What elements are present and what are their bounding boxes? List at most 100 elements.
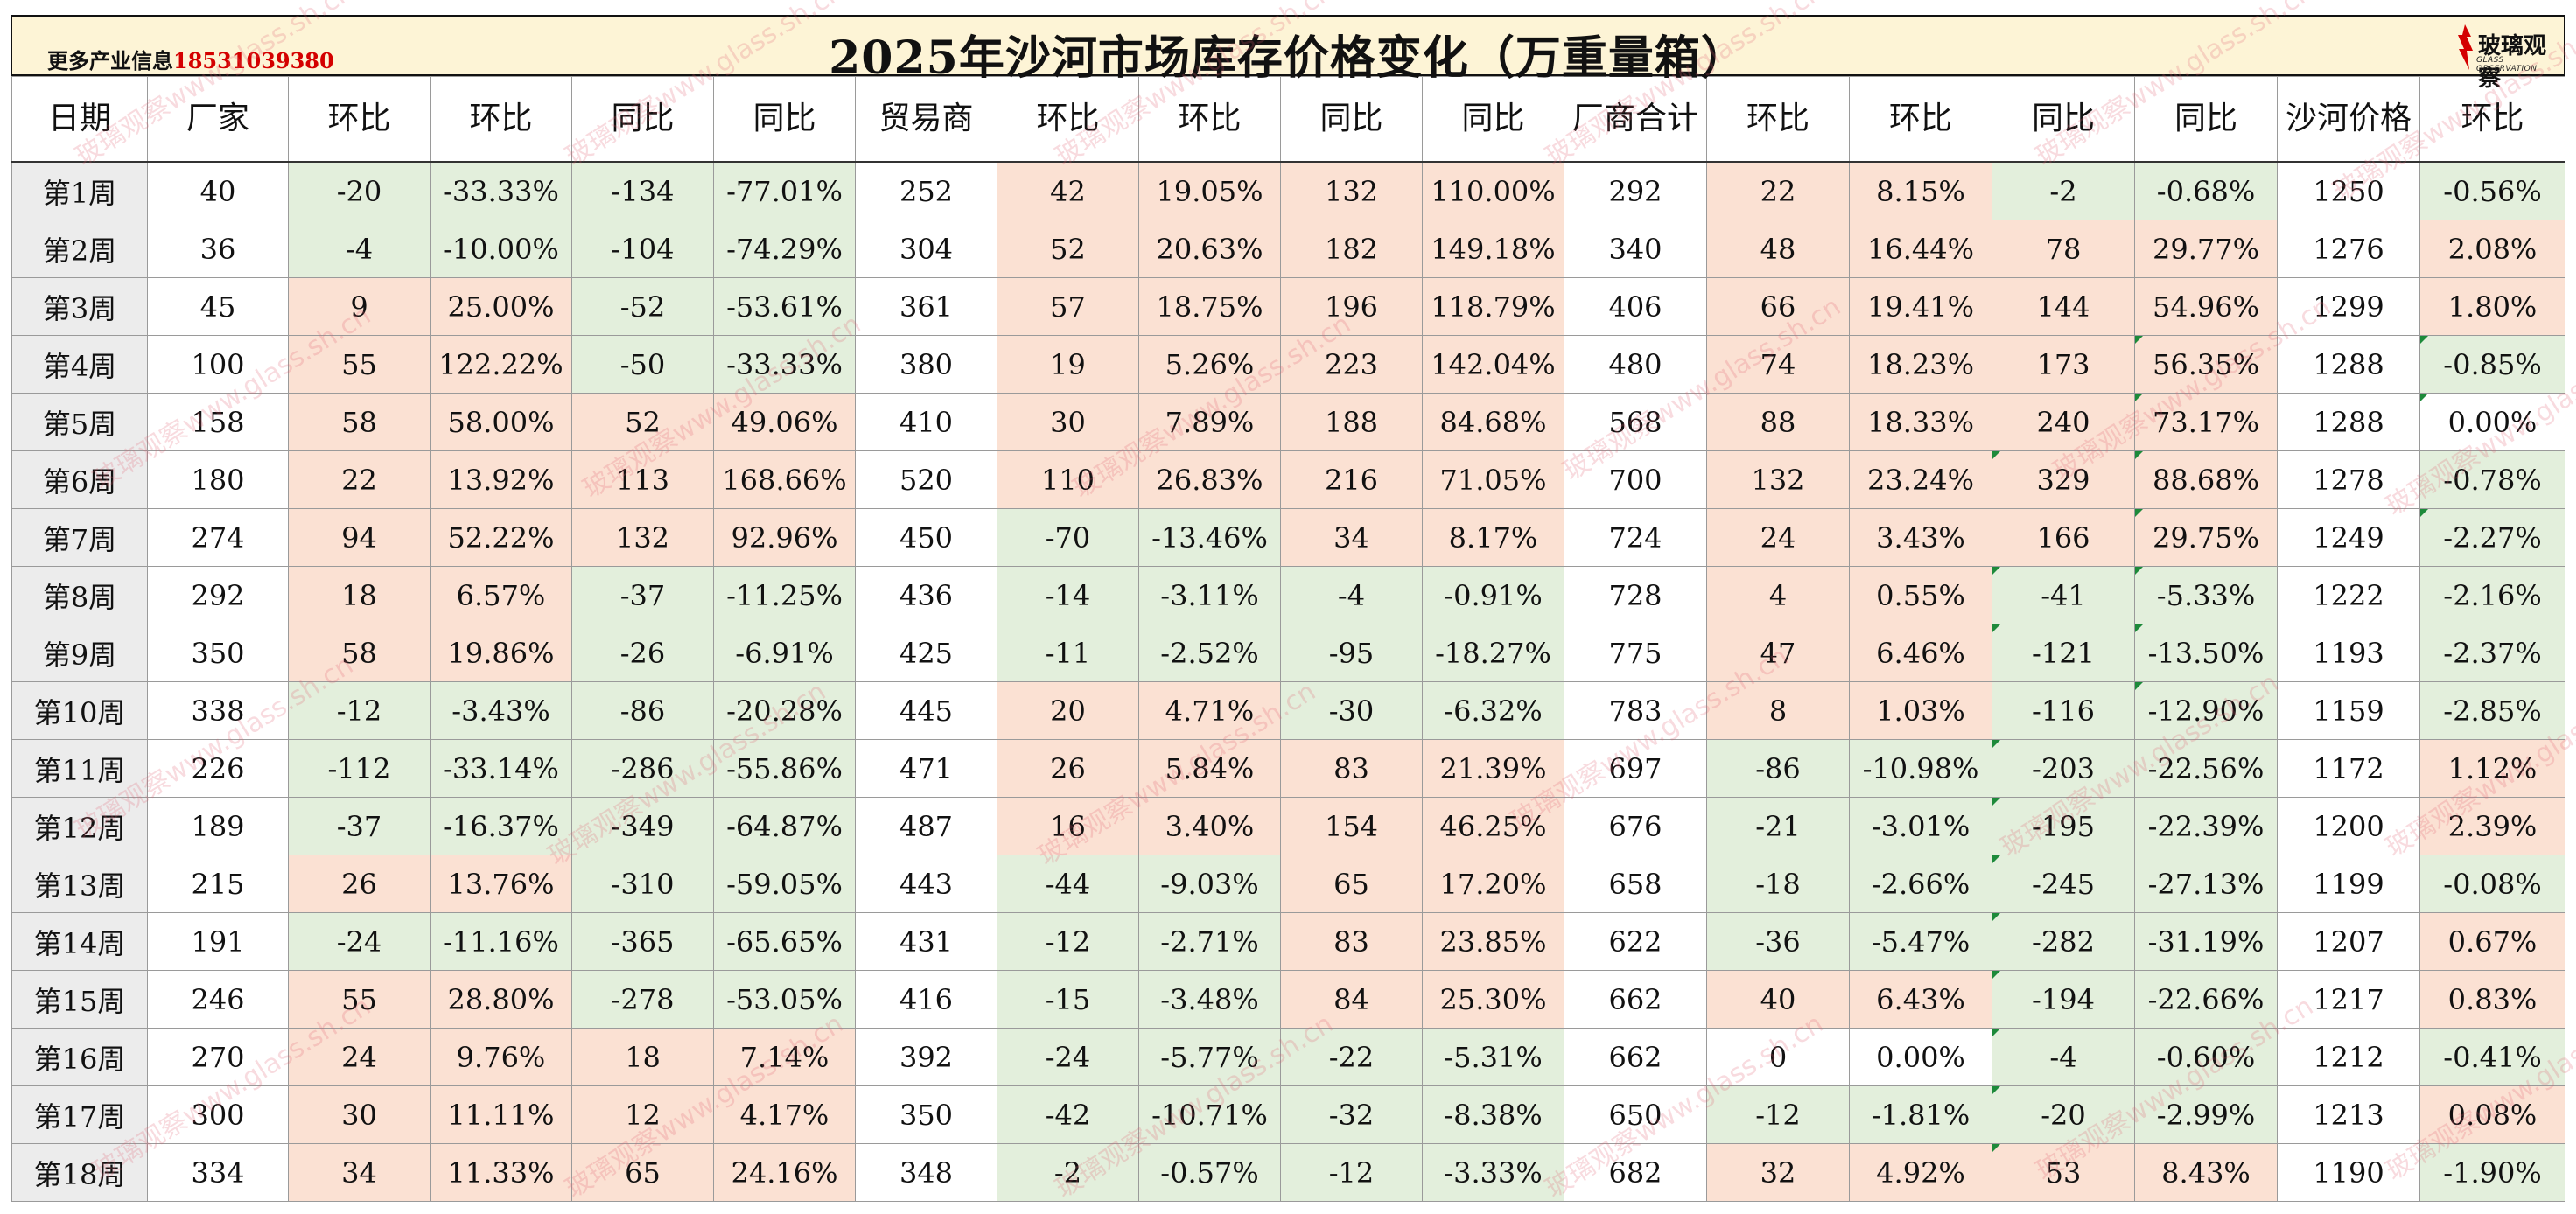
table-row: 第14周 191 -24 -11.16% -365 -65.65% 431 -12 -2.71%… xyxy=(11,912,2565,971)
value-cell: 1212 xyxy=(2277,1028,2420,1086)
value-cell: 36 xyxy=(147,220,289,278)
value-cell: 21.39% xyxy=(1422,739,1564,798)
value-cell: -13.46% xyxy=(1138,508,1281,567)
value-cell: 78 xyxy=(1992,220,2135,278)
value-cell: -64.87% xyxy=(713,797,856,855)
value-cell: 188 xyxy=(1280,393,1423,451)
value-cell: 1249 xyxy=(2277,508,2420,567)
value-cell: 83 xyxy=(1280,739,1423,798)
value-cell: -2.16% xyxy=(2419,566,2565,624)
value-cell: 380 xyxy=(855,335,998,394)
value-cell: 1159 xyxy=(2277,681,2420,740)
value-cell: 520 xyxy=(855,450,998,509)
value-cell: -18.27% xyxy=(1422,624,1564,682)
value-cell: -36 xyxy=(1706,912,1850,971)
value-cell: 1213 xyxy=(2277,1085,2420,1144)
value-cell: -12 xyxy=(997,912,1139,971)
value-cell: 122.22% xyxy=(430,335,572,394)
value-cell: 292 xyxy=(147,566,289,624)
value-cell: 682 xyxy=(1564,1143,1707,1202)
logo-text: 玻璃观察 xyxy=(2478,33,2547,92)
value-cell: -22.66% xyxy=(2134,970,2278,1029)
value-cell: 1.80% xyxy=(2419,277,2565,336)
value-cell: 1200 xyxy=(2277,797,2420,855)
value-cell: 1288 xyxy=(2277,393,2420,451)
value-cell: 662 xyxy=(1564,1028,1707,1086)
value-cell: 40 xyxy=(1706,970,1850,1029)
week-cell: 第2周 xyxy=(11,220,148,278)
value-cell: 6.43% xyxy=(1849,970,1992,1029)
value-cell: -52 xyxy=(571,277,714,336)
week-cell: 第17周 xyxy=(11,1085,148,1144)
week-cell: 第16周 xyxy=(11,1028,148,1086)
table-row: 第7周 274 94 52.22% 132 92.96% 450 -70 -13.46% 34 8.… xyxy=(11,508,2565,567)
value-cell: 7.89% xyxy=(1138,393,1281,451)
value-cell: 431 xyxy=(855,912,998,971)
value-cell: -14 xyxy=(997,566,1139,624)
value-cell: 11.11% xyxy=(430,1085,572,1144)
value-cell: 84 xyxy=(1280,970,1423,1029)
value-cell: 25.30% xyxy=(1422,970,1564,1029)
value-cell: 55 xyxy=(288,335,430,394)
column-header: 同比 xyxy=(1422,76,1564,163)
value-cell: 338 xyxy=(147,681,289,740)
value-cell: -11 xyxy=(997,624,1139,682)
value-cell: 189 xyxy=(147,797,289,855)
column-header: 环比 xyxy=(430,76,572,163)
week-cell: 第3周 xyxy=(11,277,148,336)
value-cell: -286 xyxy=(571,739,714,798)
value-cell: 20.63% xyxy=(1138,220,1281,278)
value-cell: -0.68% xyxy=(2134,161,2278,220)
value-cell: -9.03% xyxy=(1138,855,1281,913)
value-cell: 40 xyxy=(147,161,289,220)
week-cell: 第14周 xyxy=(11,912,148,971)
value-cell: -33.33% xyxy=(713,335,856,394)
value-cell: 700 xyxy=(1564,450,1707,509)
value-cell: 65 xyxy=(571,1143,714,1202)
value-cell: 1278 xyxy=(2277,450,2420,509)
value-cell: -0.57% xyxy=(1138,1143,1281,1202)
value-cell: -3.43% xyxy=(430,681,572,740)
value-cell: -13.50% xyxy=(2134,624,2278,682)
value-cell: 443 xyxy=(855,855,998,913)
value-cell: 32 xyxy=(1706,1143,1850,1202)
value-cell: 8.17% xyxy=(1422,508,1564,567)
value-cell: 4.92% xyxy=(1849,1143,1992,1202)
value-cell: 13.92% xyxy=(430,450,572,509)
value-cell: 0.00% xyxy=(1849,1028,1992,1086)
title-bar: 更多产业信息18531039380 2025年沙河市场库存价格变化（万重量箱） … xyxy=(11,15,2565,92)
value-cell: -30 xyxy=(1280,681,1423,740)
value-cell: -33.33% xyxy=(430,161,572,220)
value-cell: 350 xyxy=(147,624,289,682)
value-cell: 88.68% xyxy=(2134,450,2278,509)
value-cell: 46.25% xyxy=(1422,797,1564,855)
value-cell: 9.76% xyxy=(430,1028,572,1086)
value-cell: 445 xyxy=(855,681,998,740)
value-cell: 329 xyxy=(1992,450,2135,509)
value-cell: 334 xyxy=(147,1143,289,1202)
value-cell: 361 xyxy=(855,277,998,336)
value-cell: 22 xyxy=(288,450,430,509)
value-cell: 132 xyxy=(1706,450,1850,509)
value-cell: -31.19% xyxy=(2134,912,2278,971)
value-cell: -2.66% xyxy=(1849,855,1992,913)
value-cell: -86 xyxy=(1706,739,1850,798)
value-cell: -365 xyxy=(571,912,714,971)
value-cell: 392 xyxy=(855,1028,998,1086)
value-cell: 270 xyxy=(147,1028,289,1086)
value-cell: 783 xyxy=(1564,681,1707,740)
value-cell: 0 xyxy=(1706,1028,1850,1086)
value-cell: -16.37% xyxy=(430,797,572,855)
column-header: 环比 xyxy=(1138,76,1281,163)
value-cell: 252 xyxy=(855,161,998,220)
value-cell: -22.56% xyxy=(2134,739,2278,798)
value-cell: 56.35% xyxy=(2134,335,2278,394)
value-cell: 29.75% xyxy=(2134,508,2278,567)
value-cell: -24 xyxy=(997,1028,1139,1086)
value-cell: 650 xyxy=(1564,1085,1707,1144)
inventory-sheet: 更多产业信息18531039380 2025年沙河市场库存价格变化（万重量箱） … xyxy=(11,15,2565,1214)
table-row: 第6周 180 22 13.92% 113 168.66% 520 110 26.83% 216 7… xyxy=(11,450,2565,509)
sheet-title: 2025年沙河市场库存价格变化（万重量箱） xyxy=(829,31,1747,85)
value-cell: 45 xyxy=(147,277,289,336)
value-cell: -50 xyxy=(571,335,714,394)
